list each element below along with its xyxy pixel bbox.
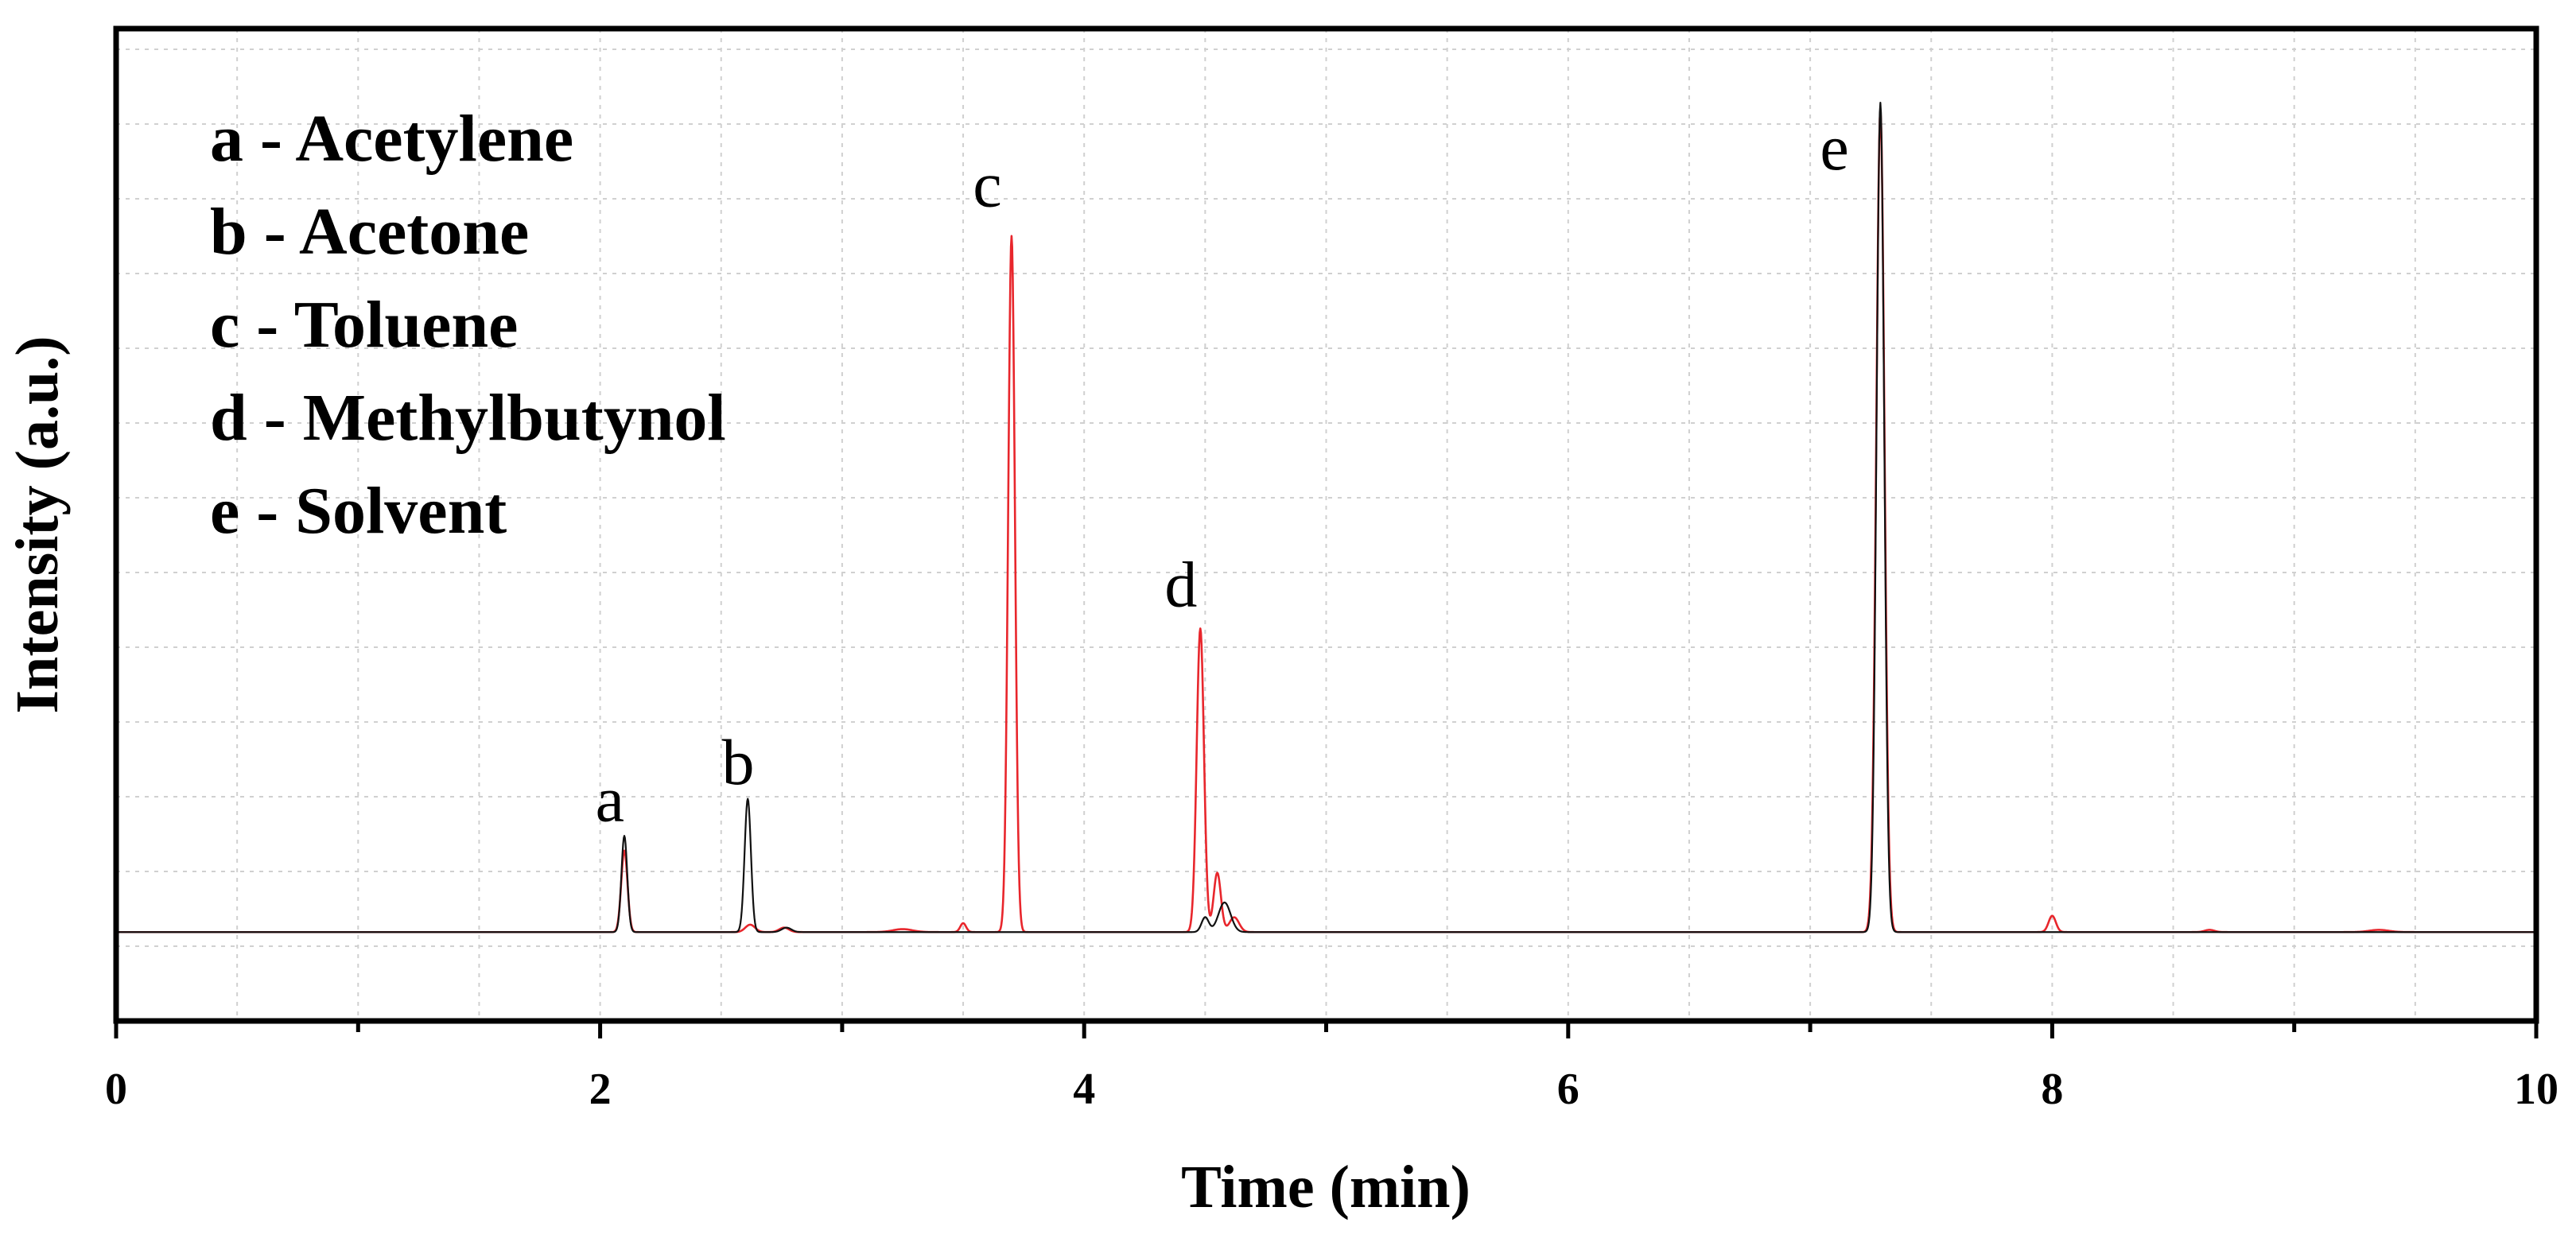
y-axis-title: Intensity (a.u.): [4, 336, 71, 713]
x-axis-ticks: 0 2 4 6 8 10: [105, 1021, 2559, 1114]
x-axis-title: Time (min): [1181, 1154, 1471, 1221]
peak-label-a: a: [596, 763, 624, 836]
legend: a - Acetylene b - Acetone c - Toluene d - M…: [210, 102, 726, 548]
x-tick-label: 8: [2041, 1065, 2063, 1114]
series-line-black: [115, 102, 2537, 933]
legend-entry-c: c - Toluene: [210, 288, 518, 362]
legend-entry-d: d - Methylbutynol: [210, 381, 726, 455]
legend-entry-e: e - Solvent: [210, 474, 507, 548]
x-tick-label: 10: [2514, 1065, 2559, 1114]
peak-label-e: e: [1820, 111, 1848, 184]
x-tick-label: 0: [105, 1065, 127, 1114]
legend-entry-b: b - Acetone: [210, 195, 529, 269]
peak-label-d: d: [1164, 548, 1197, 620]
x-tick-label: 6: [1557, 1065, 1579, 1114]
grid-lines: [116, 29, 2536, 1021]
peak-label-b: b: [722, 726, 755, 798]
legend-entry-a: a - Acetylene: [210, 102, 573, 176]
series-lines: [115, 102, 2537, 933]
peak-label-c: c: [973, 149, 1001, 221]
x-tick-label: 2: [589, 1065, 612, 1114]
peak-annotations: a b c d e: [596, 111, 1849, 836]
x-tick-label: 4: [1073, 1065, 1095, 1114]
